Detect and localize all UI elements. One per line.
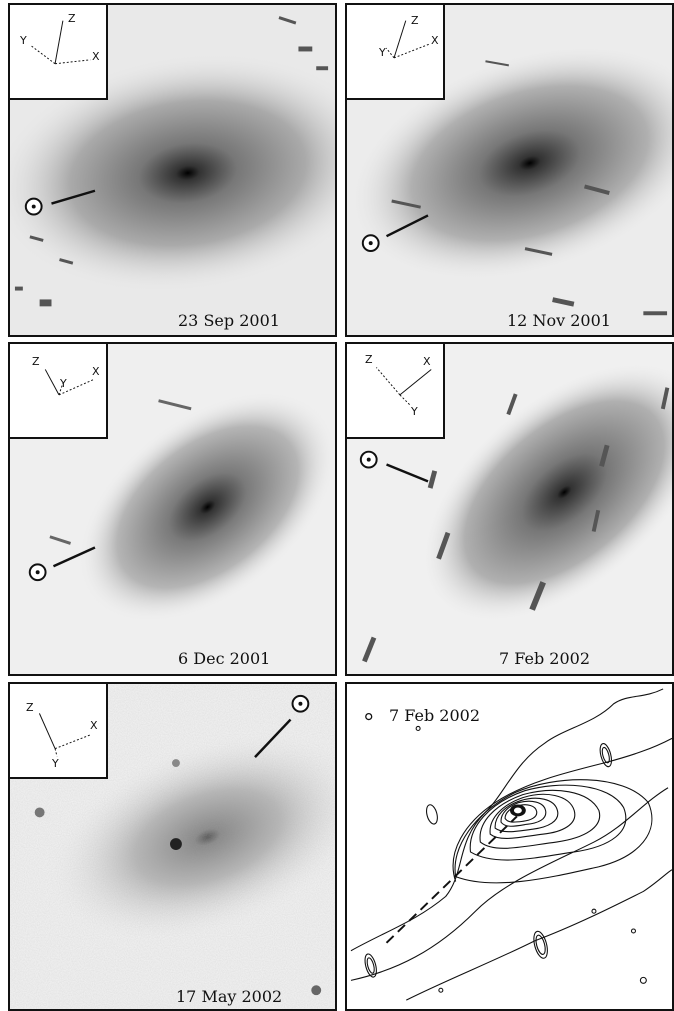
observation-date: 6 Dec 2001	[178, 649, 271, 668]
observation-date: 23 Sep 2001	[178, 311, 280, 330]
axis-z-label: Z	[26, 701, 34, 714]
axis-z-label: Z	[68, 12, 76, 25]
axis-inset-3: Z Y X	[10, 344, 108, 439]
axis-z-label: Z	[411, 14, 419, 27]
axis-y-label: Y	[379, 46, 386, 59]
axis-x-label: X	[90, 719, 98, 732]
axis-y-label: Y	[411, 405, 418, 418]
panel-12-nov-2001: Z Y X 12 Nov 2001	[345, 3, 674, 337]
panel-7-feb-2002: Z Y X 7 Feb 2002	[345, 342, 674, 676]
isophote-contour-map	[347, 684, 672, 1009]
contour-map-date: 7 Feb 2002	[389, 706, 481, 725]
axis-z-label: Z	[32, 355, 40, 368]
observation-date: 17 May 2002	[176, 987, 283, 1006]
axis-x-label: X	[92, 50, 100, 63]
axis-x-label: X	[431, 34, 439, 47]
panel-contour-7-feb-2002: 7 Feb 2002	[345, 682, 674, 1011]
axis-inset-2: Z Y X	[347, 5, 445, 100]
axis-x-label: X	[92, 365, 100, 378]
axis-y-label: Y	[20, 34, 27, 47]
axis-inset-1: Z Y X	[10, 5, 108, 100]
panel-23-sep-2001: Z Y X 23 Sep 2001	[8, 3, 337, 337]
comet-image-1	[10, 5, 335, 335]
axis-z-label: Z	[365, 353, 373, 366]
panel-17-may-2002: Z Y X 17 May 2002	[8, 682, 337, 1011]
observation-date: 12 Nov 2001	[507, 311, 611, 330]
axis-x-label: X	[423, 355, 431, 368]
panel-6-dec-2001: Z Y X 6 Dec 2001	[8, 342, 337, 676]
axis-y-label: Y	[60, 377, 67, 390]
axis-inset-4: Z Y X	[347, 344, 445, 439]
axis-y-label: Y	[52, 757, 59, 770]
observation-date: 7 Feb 2002	[499, 649, 591, 668]
axis-inset-5: Z Y X	[10, 684, 108, 779]
